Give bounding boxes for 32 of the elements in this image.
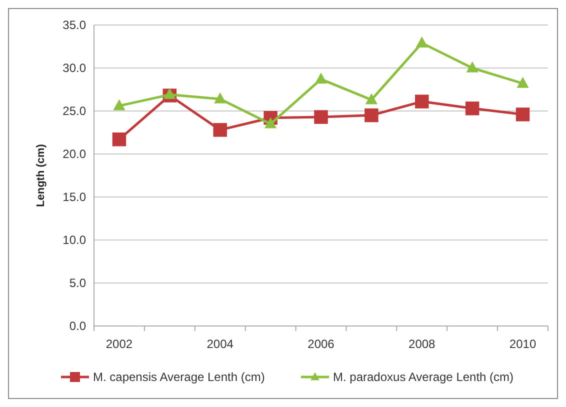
point — [416, 36, 428, 48]
y-tick-label: 10.0 — [62, 233, 86, 248]
y-tick-label: 15.0 — [62, 190, 86, 204]
y-tick-label: 20.0 — [62, 147, 86, 162]
point — [364, 108, 378, 122]
point — [365, 93, 378, 104]
point — [164, 88, 176, 100]
point — [516, 108, 530, 122]
y-axis-title: Length (cm) — [35, 144, 47, 207]
y-tick-label: 0.0 — [69, 319, 86, 334]
point — [415, 94, 429, 108]
point — [113, 99, 126, 110]
y-tick-label: 35.0 — [62, 18, 86, 32]
point — [214, 92, 226, 104]
point — [264, 117, 277, 128]
point — [466, 61, 478, 72]
y-tick-label: 25.0 — [62, 104, 86, 118]
x-tick-label: 2006 — [308, 337, 335, 351]
y-tick-label: 5.0 — [69, 276, 86, 290]
legend-label: M. capensis Average Lenth (cm) — [93, 370, 265, 384]
point — [516, 76, 529, 88]
point — [314, 72, 328, 84]
point — [112, 132, 126, 146]
y-tick-label: 30.0 — [62, 61, 86, 76]
x-tick-label: 2008 — [408, 337, 436, 351]
point — [465, 102, 480, 116]
legend-label: M. paradoxus Average Lenth (cm) — [333, 370, 514, 384]
point — [213, 123, 227, 137]
x-tick-label: 2002 — [106, 337, 133, 351]
point — [314, 110, 328, 124]
x-tick-label: 2004 — [206, 337, 234, 351]
x-tick-label: 2010 — [509, 337, 536, 351]
